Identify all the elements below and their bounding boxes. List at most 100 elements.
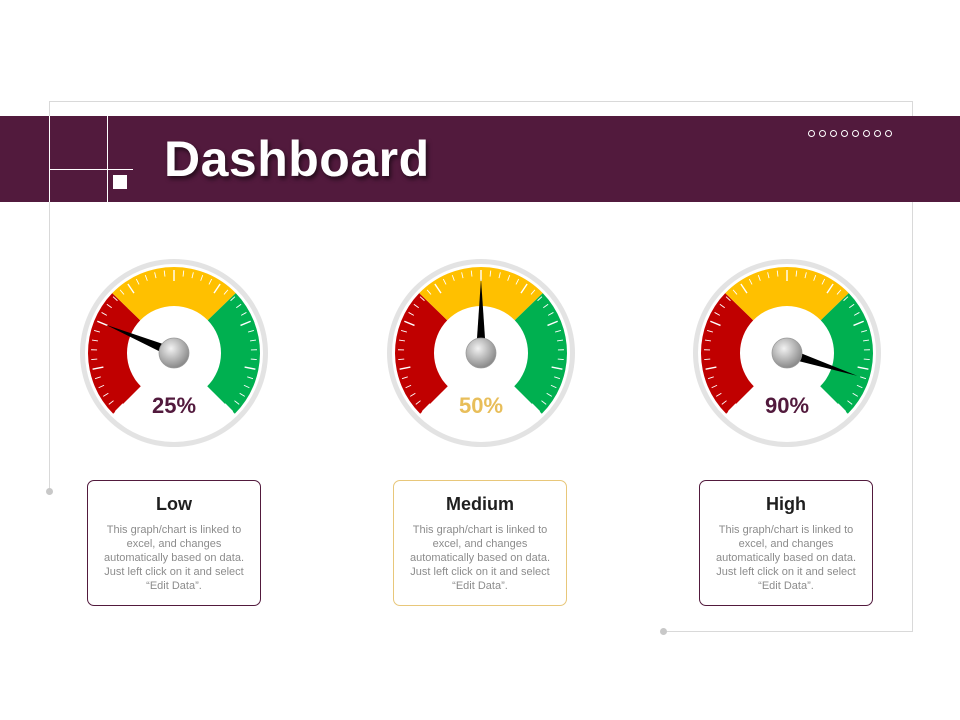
gauge-tick <box>706 330 714 333</box>
gauge-tick <box>415 400 421 405</box>
gauge-tick <box>91 339 99 342</box>
gauge-tick <box>224 403 234 413</box>
gauge-tick <box>813 274 817 281</box>
gauge-tick <box>847 400 853 405</box>
gauge-low: 25% <box>79 258 269 448</box>
gauge-tick <box>419 296 425 302</box>
gauge-tick <box>732 289 738 295</box>
gauge-tick <box>857 366 869 370</box>
gauge-tick <box>408 312 415 316</box>
gauge-tick <box>530 289 536 295</box>
gauge-tick <box>515 278 520 285</box>
gauge-tick <box>821 278 826 285</box>
gauge-tick <box>434 283 442 294</box>
gauge-tick <box>400 330 408 333</box>
gauge-tick <box>704 339 712 342</box>
gauge-tick <box>230 296 236 302</box>
gauge-high: 90% <box>692 258 882 448</box>
gauge-tick <box>236 303 242 309</box>
gauge-tick <box>135 278 140 285</box>
gauge-tick <box>740 283 748 294</box>
gauge-value-high: 90% <box>764 393 810 418</box>
gauge-tick <box>546 392 553 397</box>
gauge-tick <box>556 339 564 342</box>
gauge-tick <box>489 270 492 277</box>
gauge-dial-low <box>80 259 268 447</box>
gauge-tick <box>543 303 549 309</box>
gauge-tick <box>837 403 847 413</box>
gauge-needle <box>476 279 486 353</box>
gauge-tick <box>239 392 246 397</box>
gauge-tick <box>767 272 770 279</box>
gauge-tick <box>182 270 185 277</box>
gauge-tick <box>93 330 101 333</box>
gauge-tick <box>725 296 731 302</box>
gauge-tick <box>223 289 229 295</box>
gauge-tick <box>409 392 416 397</box>
decorative-dot <box>808 130 815 137</box>
gauge-tick <box>551 366 563 370</box>
banner-square-icon <box>113 175 127 189</box>
gauge-tick <box>795 270 798 277</box>
gauge-tick <box>213 283 221 294</box>
gauge-tick <box>843 296 849 302</box>
gauge-tick <box>856 384 863 389</box>
gauge-tick <box>554 330 562 333</box>
gauge-tick <box>404 320 415 327</box>
gauge-tick <box>853 320 864 327</box>
gauge-tick <box>860 330 868 333</box>
gauge-hub <box>465 337 497 369</box>
header-banner <box>0 116 960 202</box>
gauge-hub <box>771 337 803 369</box>
gauge-tick <box>849 303 855 309</box>
card-text-low: This graph/chart is linked to excel, and… <box>103 524 245 592</box>
gauge-tick <box>240 312 247 316</box>
gauge-tick <box>836 289 842 295</box>
decorative-dot <box>863 130 870 137</box>
gauge-tick <box>804 272 807 279</box>
gauge-tick <box>707 376 714 380</box>
gauge-tick <box>399 366 411 370</box>
gauge-tick <box>102 392 109 397</box>
gauge-medium: 50% <box>386 258 576 448</box>
gauge-tick <box>398 339 406 342</box>
frame-bottom-dot <box>660 628 667 635</box>
gauge-tick <box>853 312 860 316</box>
gauge-tick <box>208 278 213 285</box>
gauge-tick <box>144 274 148 281</box>
gauge-tick <box>243 384 250 389</box>
gauge-tick <box>852 392 859 397</box>
decorative-dot <box>874 130 881 137</box>
gauge-tick <box>537 296 543 302</box>
gauge-dial-medium <box>387 259 575 447</box>
gauge-tick <box>451 274 455 281</box>
gauge-tick <box>470 270 473 277</box>
gauge-hub <box>158 337 190 369</box>
gauge-tick <box>547 320 558 327</box>
gauge-tick <box>191 272 194 279</box>
gauge-tick <box>531 403 541 413</box>
card-text-high: This graph/chart is linked to excel, and… <box>715 524 857 592</box>
gauge-tick <box>114 403 124 413</box>
gauge-tick <box>757 274 761 281</box>
gauge-tick <box>710 320 721 327</box>
gauge-tick <box>101 312 108 316</box>
gauge-zone-medium <box>725 267 849 321</box>
gauge-tick <box>550 384 557 389</box>
gauge-tick <box>247 330 255 333</box>
gauge-tick <box>826 283 834 294</box>
page-title: Dashboard <box>164 131 430 187</box>
gauge-tick <box>776 270 779 277</box>
decorative-dots <box>808 130 892 137</box>
gauge-tick <box>541 400 547 405</box>
gauge-tick <box>727 403 737 413</box>
gauge-tick <box>442 278 447 285</box>
gauge-tick <box>247 376 254 380</box>
gauge-tick <box>98 384 105 389</box>
frame-bottom-line <box>664 631 913 632</box>
gauge-tick <box>507 274 511 281</box>
banner-deco-line-2 <box>107 116 108 202</box>
gauge-tick <box>547 312 554 316</box>
gauge-tick <box>200 274 204 281</box>
gauge-tick <box>154 272 157 279</box>
